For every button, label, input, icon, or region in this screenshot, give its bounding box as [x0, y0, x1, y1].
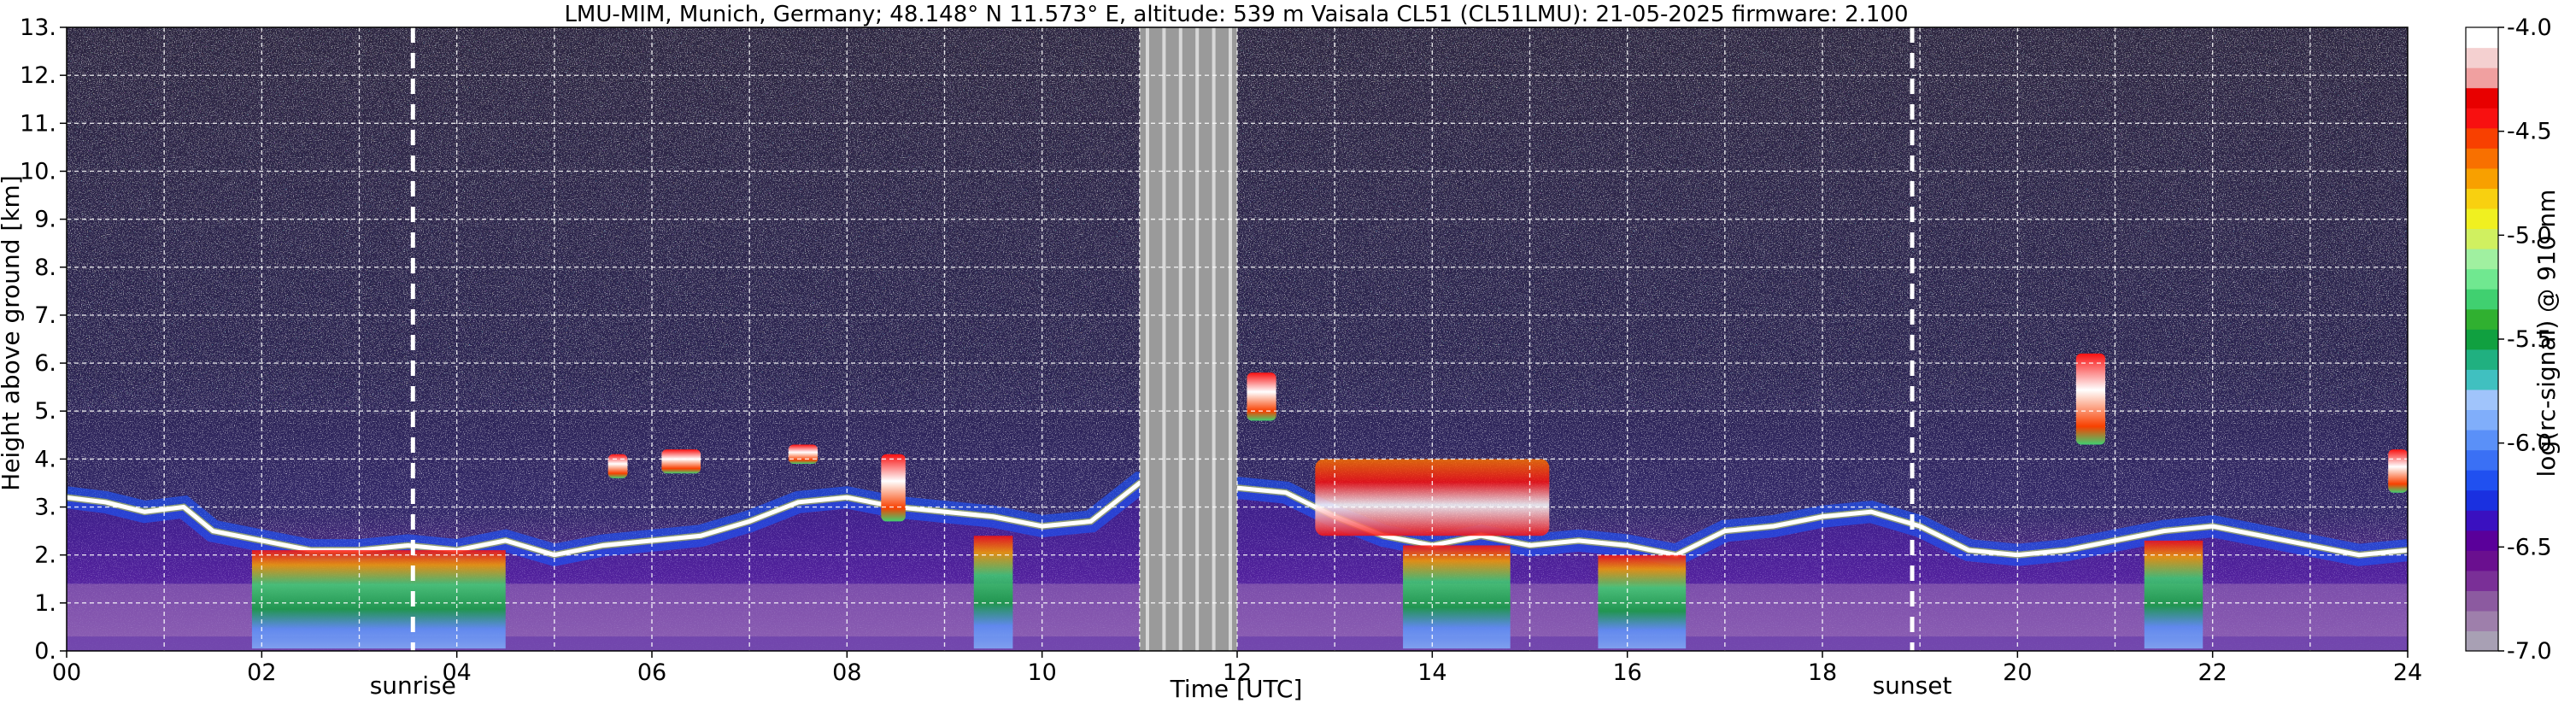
colorbar-segment — [2466, 510, 2498, 531]
colorbar-segment — [2466, 610, 2498, 632]
y-tick-label: 10. — [20, 158, 56, 185]
elevated-feature-6 — [2388, 449, 2408, 493]
y-tick-label: 9. — [34, 207, 56, 233]
colorbar: -4.0 -4.5 -5.0 -5.5 -6.0 -6.5 -7.0 — [2465, 15, 2552, 665]
colorbar-segment — [2466, 127, 2498, 149]
colorbar-segment — [2466, 249, 2498, 270]
colorbar-segment — [2466, 228, 2498, 249]
y-tick-label: 13. — [20, 15, 56, 41]
rain-shaft-2 — [1403, 545, 1511, 649]
y-tick-label: 3. — [34, 495, 56, 521]
x-tick-label: 14 — [1417, 659, 1446, 686]
elevated-feature-2 — [788, 444, 819, 464]
elevated-feature-1 — [661, 449, 701, 474]
colorbar-segment — [2466, 87, 2498, 108]
colorbar-segment — [2466, 389, 2498, 411]
elevated-feature-3 — [881, 454, 906, 522]
y-tick-label: 11. — [20, 110, 56, 137]
colorbar-segment — [2466, 268, 2498, 290]
x-tick-label: 24 — [2393, 659, 2422, 686]
y-axis-label: Height above ground [km] — [0, 175, 25, 491]
colorbar-segment — [2466, 167, 2498, 189]
colorbar-segment — [2466, 550, 2498, 571]
colorbar-tick-label: -7.0 — [2507, 638, 2552, 665]
y-tick-label: 7. — [34, 302, 56, 329]
colorbar-tick-label: -6.0 — [2507, 431, 2552, 457]
x-axis-label: Time [UTC] — [1170, 675, 1303, 703]
colorbar-segment — [2466, 308, 2498, 330]
y-tick-label: 12. — [20, 62, 56, 89]
no-data-block — [1139, 27, 1237, 651]
elevated-feature-0 — [607, 454, 628, 478]
colorbar-segment — [2466, 47, 2498, 68]
colorbar-segment — [2466, 449, 2498, 471]
colorbar-segment — [2466, 530, 2498, 551]
colorbar-tick-label: -4.0 — [2507, 15, 2552, 41]
y-axis-ticks: 0. 1. 2. 3. 4. 5. 6. 7. 8. 9. 10. 11. 12. 13. — [20, 15, 67, 665]
x-tick-label: 00 — [52, 659, 81, 686]
grid-lines — [67, 27, 2408, 651]
colorbar-segment — [2466, 148, 2498, 169]
y-tick-label: 4. — [34, 446, 56, 472]
colorbar-segment — [2466, 489, 2498, 511]
rain-shaft-4 — [2144, 540, 2203, 649]
chart-title: LMU-MIM, Munich, Germany; 48.148° N 11.5… — [564, 2, 1908, 27]
rain-shaft-3 — [1598, 554, 1687, 649]
colorbar-segment — [2466, 329, 2498, 350]
colorbar-tick-label: -5.5 — [2507, 326, 2552, 353]
colorbar-segment — [2466, 188, 2498, 209]
colorbar-segment — [2466, 590, 2498, 612]
colorbar-segment — [2466, 108, 2498, 129]
colorbar-segment — [2466, 208, 2498, 230]
colorbar-tick-label: -6.5 — [2507, 534, 2552, 560]
colorbar-segment — [2466, 289, 2498, 310]
x-tick-label: 02 — [247, 659, 276, 686]
rain-shaft-0 — [251, 550, 506, 649]
colorbar-segment — [2466, 27, 2498, 49]
elevated-feature-4 — [1247, 372, 1276, 421]
rain-shaft-1 — [973, 536, 1013, 649]
y-tick-label: 5. — [34, 398, 56, 425]
y-tick-label: 0. — [34, 638, 56, 665]
colorbar-tick-label: -5.0 — [2507, 222, 2552, 249]
colorbar-segment — [2466, 409, 2498, 431]
y-tick-label: 6. — [34, 350, 56, 377]
x-tick-label: 22 — [2198, 659, 2227, 686]
colorbar-segment — [2466, 429, 2498, 451]
elevated-feature-5 — [2075, 353, 2106, 445]
x-tick-label: 20 — [2003, 659, 2032, 686]
colorbar-label: log(rc-signal) @ 910 nm — [2532, 190, 2561, 478]
colorbar-segment — [2466, 570, 2498, 591]
annotation-label-sunrise: sunrise — [370, 671, 456, 700]
annotations: sunrise sunset — [370, 27, 1952, 700]
x-tick-label: 12 — [1223, 659, 1252, 686]
x-tick-label: 18 — [1808, 659, 1837, 686]
y-tick-label: 1. — [34, 590, 56, 617]
colorbar-segment — [2466, 369, 2498, 390]
y-tick-label: 8. — [34, 255, 56, 281]
x-tick-label: 10 — [1027, 659, 1056, 686]
colorbar-segment — [2466, 470, 2498, 491]
x-tick-label: 16 — [1612, 659, 1641, 686]
annotation-label-sunset: sunset — [1873, 671, 1952, 700]
x-axis-ticks: 00 02 04 06 08 10 12 14 16 18 20 22 24 — [52, 651, 2422, 686]
colorbar-segment — [2466, 630, 2498, 652]
colorbar-segment — [2466, 67, 2498, 89]
x-tick-label: 08 — [832, 659, 861, 686]
x-tick-label: 06 — [637, 659, 666, 686]
colorbar-tick-label: -4.5 — [2507, 119, 2552, 145]
colorbar-segment — [2466, 349, 2498, 370]
x-tick-label: 04 — [442, 659, 471, 686]
y-tick-label: 2. — [34, 542, 56, 569]
